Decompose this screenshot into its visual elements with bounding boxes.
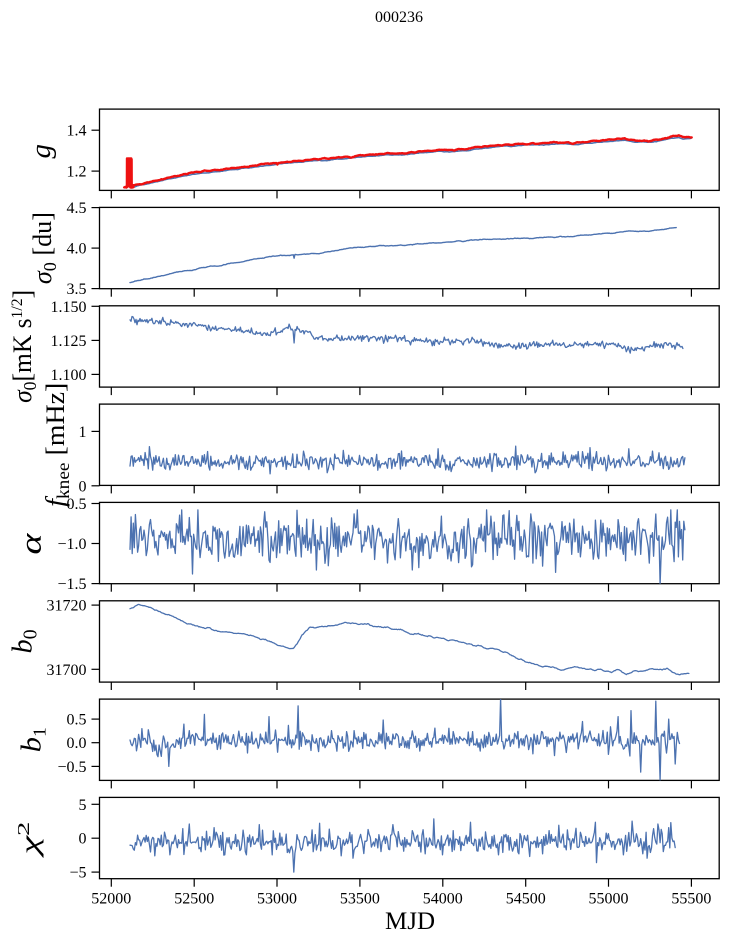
- svg-text:−0.5: −0.5: [57, 496, 86, 513]
- svg-text:4.0: 4.0: [67, 241, 87, 258]
- svg-text:α: α: [15, 532, 48, 555]
- svg-text:−1.0: −1.0: [57, 536, 86, 553]
- svg-text:1.2: 1.2: [67, 164, 87, 181]
- svg-text:53000: 53000: [257, 891, 297, 908]
- svg-text:σ0 [du]: σ0 [du]: [28, 212, 60, 284]
- svg-text:0.5: 0.5: [67, 712, 87, 729]
- svg-text:0: 0: [79, 831, 87, 848]
- svg-text:b0: b0: [8, 629, 42, 653]
- svg-text:χ2: χ2: [14, 822, 44, 858]
- svg-text:54500: 54500: [506, 891, 546, 908]
- svg-text:52000: 52000: [91, 891, 131, 908]
- svg-text:−5: −5: [69, 865, 86, 882]
- svg-text:000236: 000236: [375, 9, 423, 26]
- svg-text:g: g: [25, 144, 57, 159]
- svg-text:σ0[mK s1/2]: σ0[mK s1/2]: [8, 290, 40, 403]
- svg-text:55500: 55500: [671, 891, 711, 908]
- svg-text:b1: b1: [17, 727, 50, 752]
- svg-text:fknee [mHz]: fknee [mHz]: [41, 383, 73, 507]
- svg-text:MJD: MJD: [385, 908, 435, 935]
- svg-text:54000: 54000: [423, 891, 463, 908]
- svg-text:0: 0: [79, 478, 87, 495]
- svg-text:3.5: 3.5: [67, 281, 87, 298]
- svg-text:53500: 53500: [340, 891, 380, 908]
- svg-text:1.100: 1.100: [51, 367, 87, 384]
- svg-text:−1.5: −1.5: [57, 576, 86, 593]
- svg-text:31720: 31720: [47, 598, 87, 615]
- svg-text:1: 1: [79, 424, 87, 441]
- svg-text:55000: 55000: [589, 891, 629, 908]
- svg-text:−0.5: −0.5: [57, 759, 86, 776]
- svg-text:52500: 52500: [174, 891, 214, 908]
- svg-text:1.150: 1.150: [51, 299, 87, 316]
- svg-text:4.5: 4.5: [67, 200, 87, 217]
- svg-text:31700: 31700: [47, 662, 87, 679]
- svg-text:5: 5: [79, 797, 87, 814]
- svg-text:0.0: 0.0: [67, 735, 87, 752]
- svg-text:1.4: 1.4: [67, 123, 87, 140]
- svg-text:1.125: 1.125: [51, 333, 87, 350]
